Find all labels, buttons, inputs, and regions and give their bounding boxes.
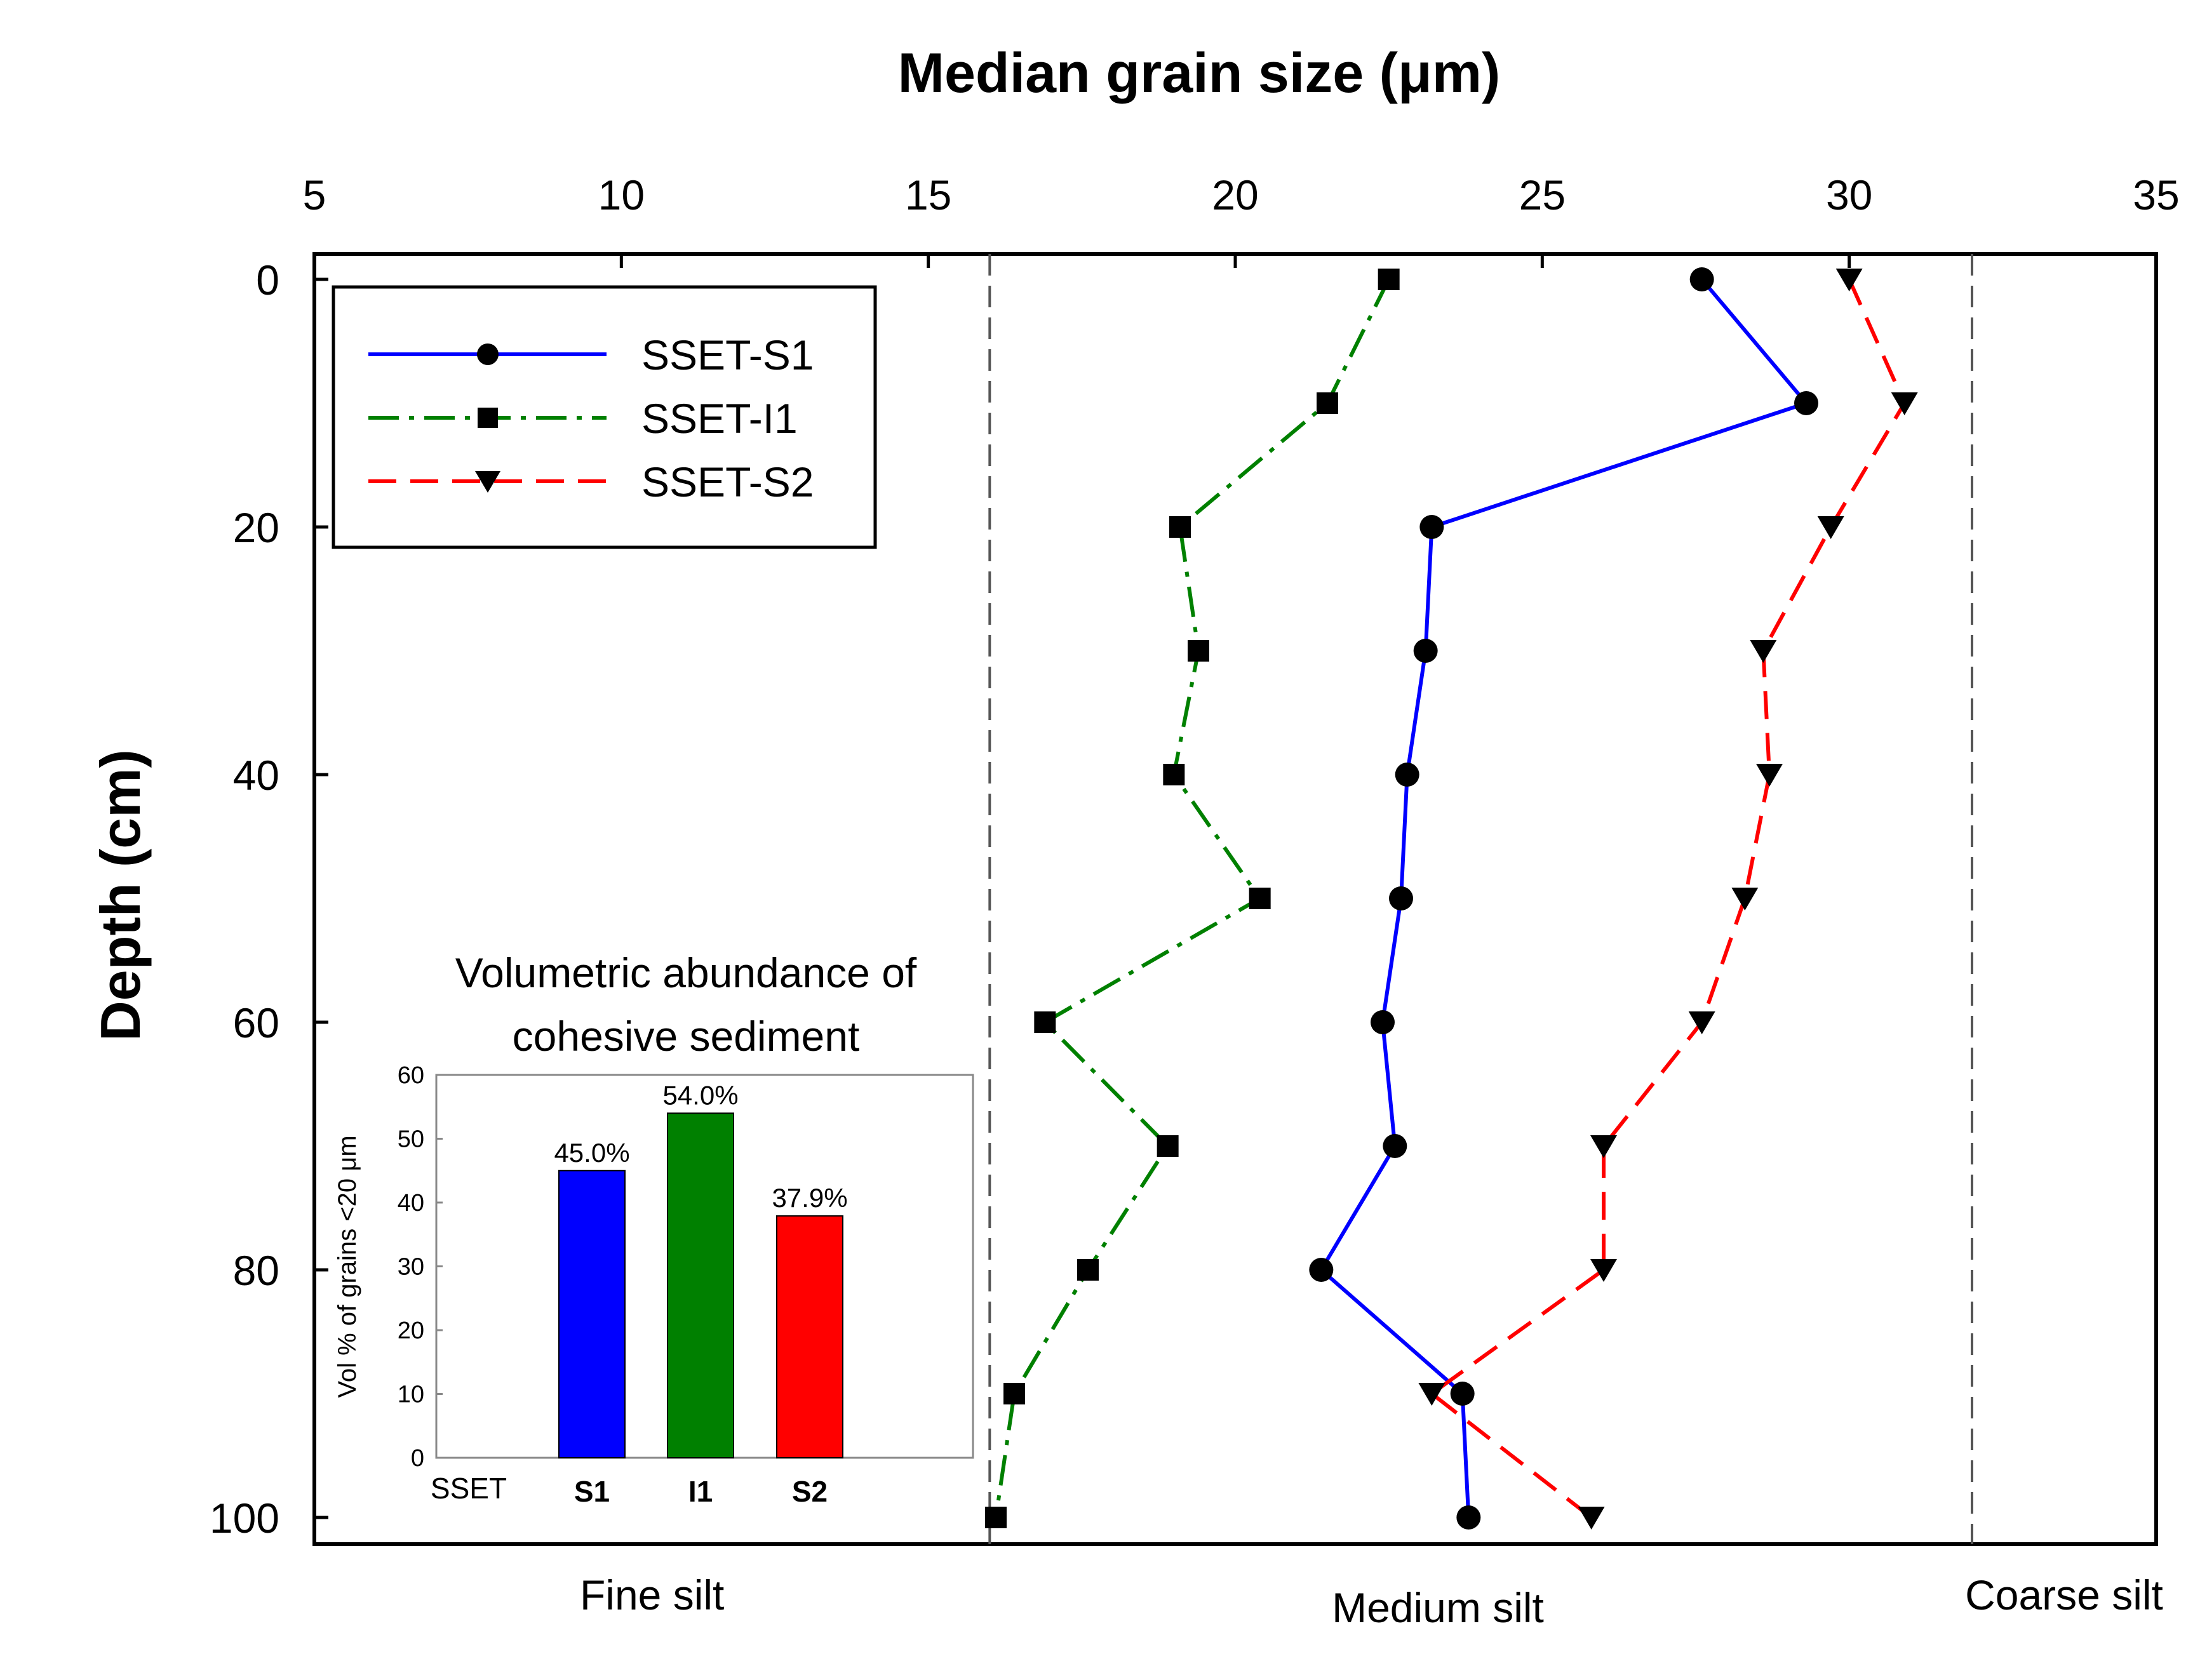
data-point-square [1317,392,1338,414]
data-point-square [1003,1383,1025,1404]
data-point-square [1188,640,1209,662]
data-point-square [1157,1135,1179,1157]
series-line-sset-s2 [1430,278,1907,1519]
inset-category-label: I1 [688,1475,713,1508]
inset-bar-s1 [558,1170,626,1458]
series-line-sset-i1 [994,278,1391,1518]
data-point-circle [1309,1258,1334,1282]
inset-category-label: S1 [574,1475,610,1508]
inset-bar-s2 [776,1215,843,1458]
zone-label: Medium silt [1332,1584,1544,1631]
data-point-triangle [1756,764,1783,787]
y-tick-label: 100 [210,1495,279,1542]
legend: SSET-S1 SSET-I1 SSET-S2 [332,285,877,549]
zone-label: Fine silt [580,1571,724,1618]
legend-marker-s2 [475,471,500,493]
data-point-triangle [1817,516,1844,539]
data-point-circle [1395,763,1419,787]
x-tick-label: 10 [598,171,645,218]
inset-chart: Volumetric abundance of cohesive sedimen… [333,949,974,1508]
inset-y-tick-label: 40 [398,1190,424,1217]
data-point-triangle [1418,1383,1446,1406]
inset-bar-value-label: 54.0% [662,1080,738,1110]
inset-y-axis-title: Vol % of grains <20 μm [333,1135,361,1397]
legend-label-s1: SSET-S1 [641,331,814,378]
inset-bar-value-label: 45.0% [554,1138,629,1168]
grain-class-labels: Fine silt Medium silt Coarse silt [580,1571,2163,1631]
inset-y-tick-label: 20 [398,1317,424,1344]
x-tick-label: 30 [1826,171,1872,218]
inset-title-line2: cohesive sediment [513,1013,860,1060]
x-tick-label: 15 [905,171,951,218]
y-tick-label: 20 [233,504,279,551]
data-point-circle [1419,515,1444,539]
data-point-circle [1389,886,1413,910]
x-axis-ticks: 5 10 15 20 25 30 35 [303,171,2180,268]
inset-y-tick-label: 0 [411,1445,424,1472]
x-tick-label: 35 [2133,171,2179,218]
inset-y-ticks: 0 10 20 30 40 50 60 [398,1062,443,1472]
legend-label-i1: SSET-I1 [641,395,798,442]
inset-title-line1: Volumetric abundance of [455,949,917,996]
inset-category-lead: SSET [431,1472,507,1505]
data-point-circle [1689,267,1714,291]
data-point-square [1169,516,1191,538]
data-point-square [1034,1011,1056,1033]
y-tick-label: 60 [233,999,279,1046]
data-point-circle [1383,1134,1407,1158]
data-point-square [1077,1259,1099,1281]
y-tick-label: 0 [256,257,279,303]
inset-bar-i1 [667,1112,734,1459]
inset-category-label: S2 [792,1475,828,1508]
data-point-triangle [1590,1135,1617,1158]
inset-bar-value-label: 37.9% [772,1183,847,1213]
y-tick-label: 40 [233,752,279,799]
data-point-circle [1456,1505,1481,1530]
data-point-square [1163,764,1185,785]
legend-label-s2: SSET-S2 [641,458,814,505]
legend-marker-s1 [477,343,499,365]
x-tick-label: 20 [1212,171,1258,218]
series-layer [985,267,1918,1530]
data-point-triangle [1835,269,1863,291]
data-point-circle [1413,639,1438,663]
data-point-square [1249,888,1271,909]
y-axis-title: Depth (cm) [89,749,152,1041]
inset-bars: 45.0% S1 54.0% I1 37.9% S2 [554,1080,847,1508]
inset-y-tick-label: 60 [398,1062,424,1089]
y-axis-ticks: 0 20 40 60 80 100 [210,257,328,1542]
data-point-square [985,1507,1007,1528]
data-point-triangle [1750,640,1777,663]
grain-class-boundaries [988,254,1973,1544]
data-point-triangle [1731,888,1759,910]
data-point-circle [1371,1010,1395,1034]
data-point-triangle [1590,1259,1617,1282]
y-tick-label: 80 [233,1247,279,1294]
x-tick-label: 25 [1519,171,1566,218]
data-point-square [1378,269,1400,290]
data-point-triangle [1688,1011,1715,1034]
inset-y-tick-label: 30 [398,1254,424,1281]
data-point-triangle [1891,392,1918,415]
x-axis-title: Median grain size (μm) [898,41,1501,104]
legend-marker-i1 [478,408,498,428]
zone-label: Coarse silt [1965,1571,2163,1618]
data-point-triangle [1578,1507,1605,1530]
data-point-circle [1794,391,1818,415]
inset-y-tick-label: 10 [398,1382,424,1408]
x-tick-label: 5 [303,171,326,218]
inset-y-tick-label: 50 [398,1126,424,1153]
data-point-circle [1450,1382,1475,1406]
